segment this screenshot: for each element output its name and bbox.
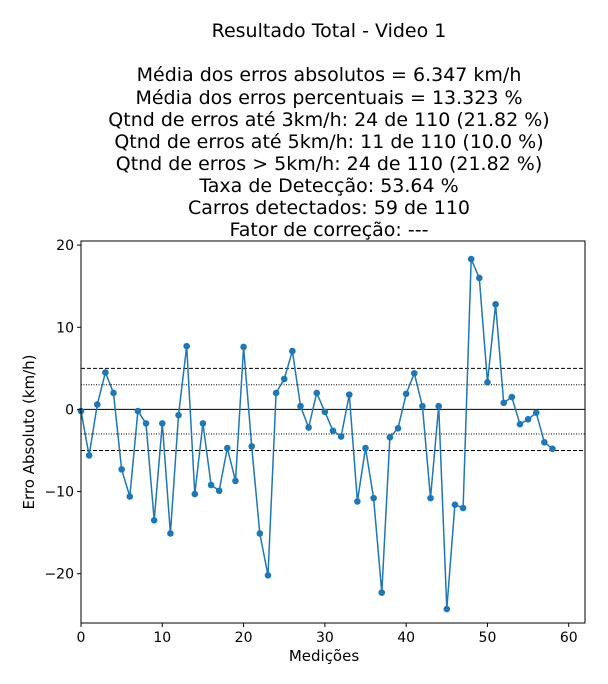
- x-tick-label: 50: [479, 630, 497, 646]
- data-point: [394, 425, 402, 432]
- data-point: [183, 342, 190, 350]
- plot-area: 0 10 20 30 40 50 60 −20 −10 0 10 20: [44, 238, 586, 646]
- data-point: [329, 427, 337, 435]
- data-point: [410, 369, 418, 377]
- x-tick-label: 40: [397, 630, 415, 646]
- data-point: [240, 343, 247, 351]
- x-tick-label: 0: [77, 630, 86, 646]
- data-point: [427, 494, 434, 502]
- summary-line-3: Qtnd de erros até 3km/h: 24 de 110 (21.8…: [108, 109, 549, 131]
- data-point: [264, 572, 272, 579]
- data-point: [248, 443, 256, 450]
- data-point: [142, 420, 150, 427]
- data-point: [524, 415, 532, 423]
- data-point: [362, 444, 369, 452]
- data-point: [345, 391, 353, 398]
- x-tick-label: 30: [316, 630, 334, 646]
- data-point: [492, 300, 499, 308]
- y-axis-ticks: −20 −10 0 10 20: [44, 238, 81, 583]
- data-point: [289, 347, 296, 355]
- data-point: [272, 389, 280, 397]
- data-point: [232, 477, 239, 485]
- data-point: [150, 517, 158, 524]
- data-point: [443, 605, 451, 613]
- x-axis-ticks: 0 10 20 30 40 50 60: [77, 623, 578, 646]
- data-point: [541, 438, 548, 446]
- data-point: [134, 407, 142, 415]
- data-point: [516, 420, 524, 428]
- data-point: [224, 444, 231, 452]
- data-point: [191, 490, 199, 498]
- y-tick-label: 20: [56, 238, 74, 254]
- x-tick-label: 60: [560, 630, 578, 646]
- data-point: [435, 402, 442, 410]
- data-point: [280, 375, 288, 383]
- data-point: [476, 274, 483, 282]
- x-axis-label: Medições: [289, 647, 360, 665]
- data-point: [500, 399, 508, 407]
- y-tick-label: 0: [65, 402, 74, 418]
- x-tick-label: 20: [235, 630, 253, 646]
- data-point: [102, 369, 109, 376]
- data-point: [378, 589, 386, 596]
- data-point: [199, 420, 207, 427]
- y-tick-label: −10: [44, 485, 74, 501]
- series-layer: [77, 255, 556, 613]
- summary-line-5: Qtnd de erros > 5km/h: 24 de 110 (21.82 …: [116, 153, 543, 175]
- data-point: [386, 434, 394, 441]
- data-point: [337, 433, 345, 440]
- data-point: [126, 493, 134, 500]
- y-tick-label: 10: [56, 320, 74, 336]
- data-point: [419, 402, 426, 410]
- summary-line-2: Média dos erros percentuais = 13.323 %: [135, 87, 522, 109]
- data-point: [321, 408, 329, 416]
- data-point: [215, 487, 223, 495]
- y-axis-label: Erro Absoluto (km/h): [20, 354, 38, 509]
- data-point: [549, 445, 556, 453]
- data-point: [370, 494, 377, 502]
- summary-line-8: Fator de correção: ---: [230, 219, 429, 241]
- data-point: [532, 409, 540, 416]
- data-point: [110, 389, 117, 397]
- x-tick-label: 10: [153, 630, 171, 646]
- data-point: [305, 424, 312, 431]
- y-tick-label: −20: [44, 567, 74, 583]
- data-point: [313, 389, 321, 397]
- data-point: [256, 530, 264, 537]
- data-point: [207, 481, 215, 489]
- summary-line-6: Taxa de Detecção: 53.64 %: [198, 175, 458, 197]
- data-point: [175, 411, 182, 419]
- data-point: [451, 501, 459, 509]
- data-point: [118, 466, 125, 473]
- chart-title: Resultado Total - Video 1: [212, 20, 447, 42]
- data-point: [85, 452, 93, 459]
- summary-line-1: Média dos erros absolutos = 6.347 km/h: [137, 64, 522, 86]
- data-point: [484, 378, 491, 386]
- summary-line-7: Carros detectados: 59 de 110: [188, 197, 470, 219]
- data-point: [158, 420, 166, 427]
- data-point: [93, 401, 101, 408]
- data-point: [467, 255, 475, 263]
- data-point: [167, 530, 174, 537]
- plot-frame: [80, 240, 586, 624]
- data-point: [459, 504, 467, 512]
- data-point: [354, 498, 361, 505]
- reference-lines: [81, 367, 585, 451]
- data-point: [402, 390, 410, 398]
- data-point: [297, 402, 304, 410]
- data-point: [508, 393, 516, 401]
- summary-line-4: Qtnd de erros até 5km/h: 11 de 110 (10.0…: [114, 131, 543, 153]
